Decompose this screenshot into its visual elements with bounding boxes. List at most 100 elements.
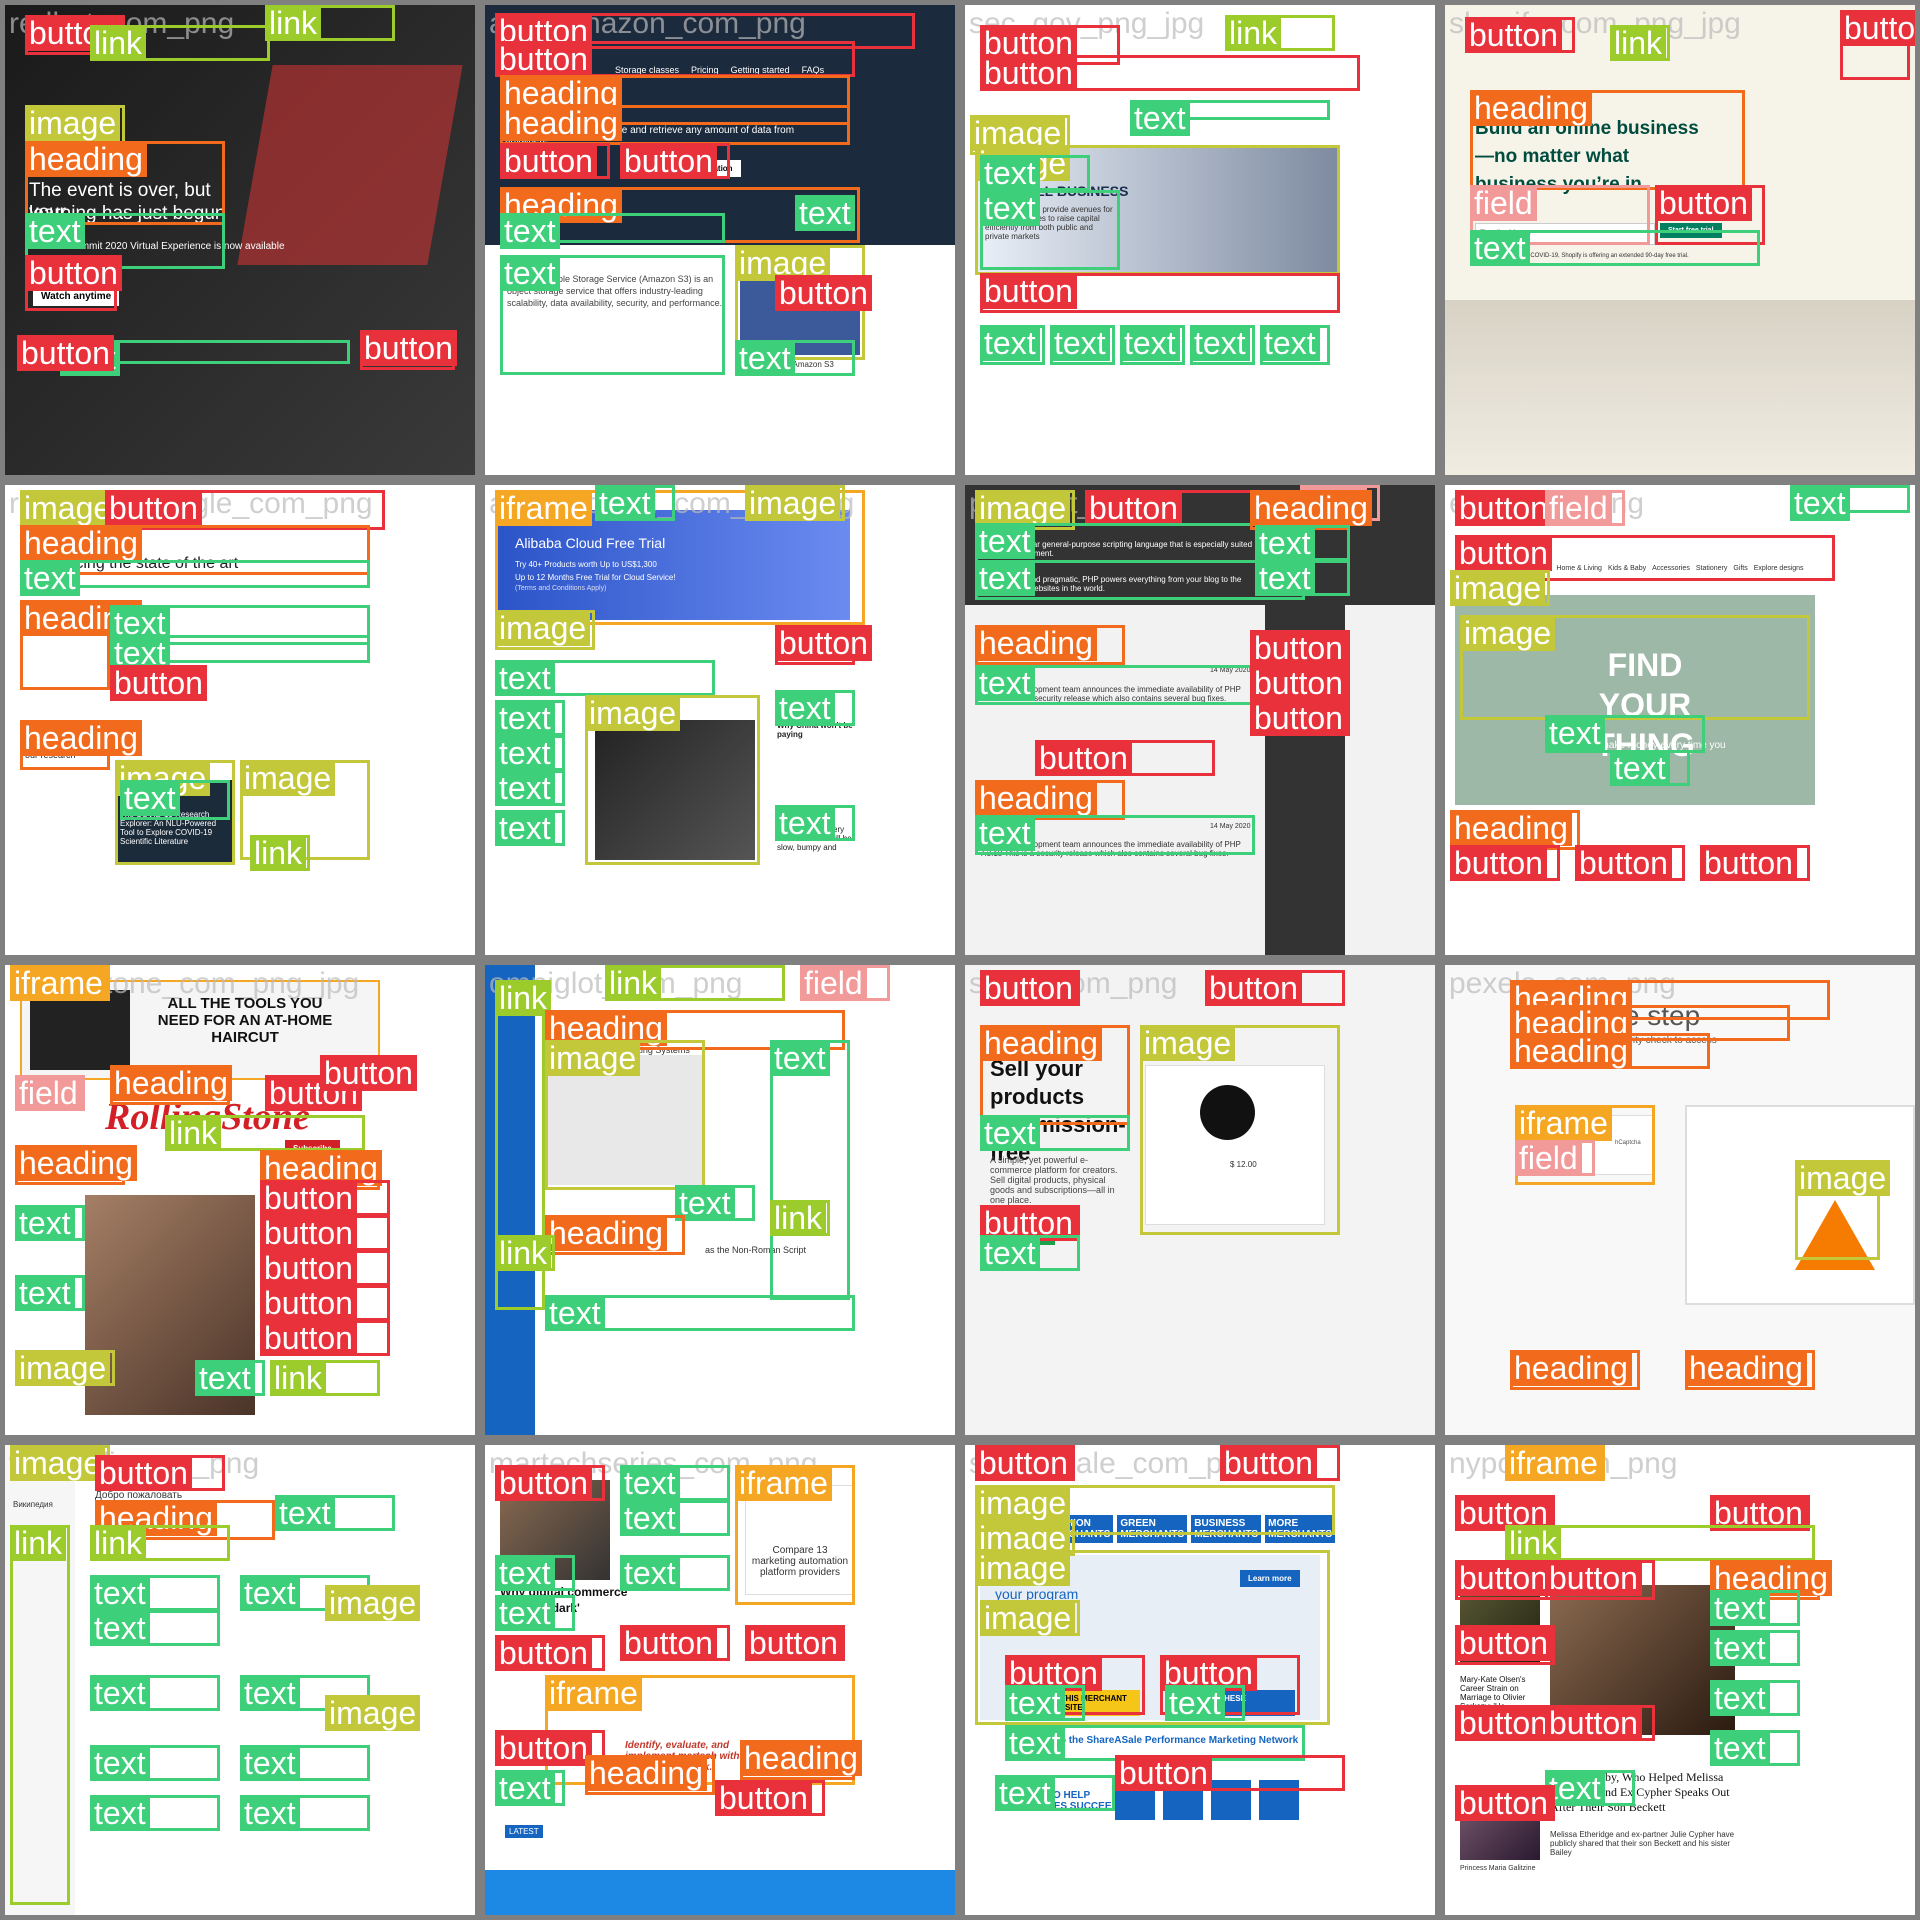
- omniglot-sidebar: [485, 965, 535, 1435]
- box-iframe: iframe: [495, 490, 865, 625]
- nav-item-getting-started[interactable]: Getting started: [730, 65, 790, 75]
- box-text: text: [495, 1770, 565, 1806]
- box-text: text: [90, 1745, 220, 1781]
- nav-item-storage-classes[interactable]: Storage classes: [615, 65, 680, 75]
- tile-shopify: shopify_com_png_jpg Build an online busi…: [1445, 5, 1915, 475]
- scissors-image: [30, 990, 130, 1070]
- tile-martech: martechseries_com_png Why digital commer…: [485, 1445, 955, 1915]
- box-iframe: iframe: [10, 965, 110, 1001]
- chat-icon[interactable]: [1259, 1780, 1299, 1820]
- box-link: link: [605, 965, 785, 1001]
- box-button: button: [1455, 535, 1835, 581]
- box-button: button: [1205, 970, 1345, 1006]
- box-button: button: [1700, 845, 1810, 881]
- announcement-text: Red Hat Summit 2020 Virtual Experience i…: [29, 241, 285, 252]
- news-1-date: 14 May 2020: [1210, 667, 1251, 674]
- box-text: text: [495, 660, 715, 696]
- box-text: text: [775, 690, 855, 726]
- box-button: button: [1575, 845, 1685, 881]
- box-text: text: [620, 1555, 730, 1591]
- box-text: text: [980, 190, 1120, 270]
- box-button: button: [1465, 17, 1575, 53]
- box-link: link: [270, 1360, 380, 1396]
- story-3-dek: Melissa Etheridge and ex-partner Julie C…: [1550, 1830, 1735, 1857]
- box-text: text: [1050, 325, 1115, 365]
- box-link: link: [90, 1525, 230, 1561]
- box-link: link: [90, 25, 270, 61]
- box-button: button: [495, 1730, 605, 1766]
- tile-redhat: redhat_com_png The event is over, but yo…: [5, 5, 475, 475]
- box-heading: heading: [980, 1025, 1130, 1125]
- wiki-logo-text: Википедия: [13, 1500, 53, 1509]
- tile-omniglot: omniglot_com_png Writing Systems as the …: [485, 965, 955, 1435]
- cat-kids[interactable]: Kids & Baby: [1607, 565, 1647, 572]
- box-text: text: [90, 1610, 220, 1646]
- cat-home[interactable]: Home & Living: [1556, 565, 1602, 572]
- hcaptcha-label: hCaptcha: [1615, 1140, 1641, 1146]
- box-text: text: [240, 1575, 370, 1611]
- box-image: image: [975, 1485, 1335, 1535]
- box-text: text: [980, 1115, 1130, 1151]
- tile-shareasale: HOME & GARDEN FASHION MERCHANTS GREEN ME…: [965, 1445, 1435, 1915]
- world-map-image: [545, 1055, 705, 1185]
- box-field: field: [800, 965, 890, 1001]
- box-text: text: [770, 1040, 850, 1300]
- box-heading: heading: [545, 1215, 685, 1255]
- martech-ad-box: [745, 1485, 855, 1595]
- box-heading: heading: [110, 1065, 232, 1105]
- box-link: link: [1225, 15, 1335, 51]
- box-button: button: [260, 1215, 390, 1251]
- box-text: text: [1710, 1680, 1800, 1716]
- learn-more-button[interactable]: Learn more: [1240, 1570, 1300, 1587]
- cat-explore[interactable]: Explore designs: [1753, 565, 1804, 572]
- nav-item-pricing[interactable]: Pricing: [691, 65, 719, 75]
- nav-item-faqs[interactable]: FAQs: [801, 65, 825, 75]
- php-intro-2: Fast, flexible and pragmatic, PHP powers…: [980, 575, 1242, 593]
- tile-rollingstone: rollingstone_com_png_jpg ALL THE TOOLS Y…: [5, 965, 475, 1435]
- box-text: text: [1255, 560, 1350, 596]
- box-text: text: [975, 815, 1255, 855]
- box-image: image: [10, 1445, 110, 1481]
- box-text: text: [495, 700, 565, 736]
- box-image: image: [495, 610, 595, 650]
- box-button: button: [1455, 1560, 1555, 1600]
- box-heading: heading: [15, 1145, 137, 1185]
- cat-stationery[interactable]: Stationery: [1695, 565, 1728, 572]
- latest-label: LATEST: [505, 1825, 543, 1838]
- box-link: link: [265, 5, 395, 41]
- shareasale-welcome: Welcome to the ShareASale Performance Ma…: [1010, 1735, 1299, 1746]
- sec-hero-text: SECurities help provide avenues for smal…: [985, 205, 1113, 241]
- phone-icon[interactable]: [1211, 1780, 1251, 1820]
- box-text: text: [545, 1295, 855, 1331]
- box-text: text: [240, 1745, 370, 1781]
- box-link: link: [495, 1235, 555, 1271]
- box-text: text: [20, 560, 370, 596]
- box-heading: heading: [500, 75, 850, 125]
- box-heading: heading: [1510, 1033, 1710, 1069]
- tile-sellfy: sellfy_com_png Log in Sell your products…: [965, 965, 1435, 1435]
- box-button: button: [260, 1250, 390, 1286]
- box-button: button: [495, 1635, 605, 1671]
- box-text: text: [795, 195, 855, 231]
- box-text: text: [735, 340, 855, 376]
- watch-anytime-button[interactable]: Watch anytime: [33, 287, 120, 306]
- box-heading: heading: [1450, 810, 1580, 850]
- cat-accessories[interactable]: Accessories: [1652, 565, 1690, 572]
- box-text: text: [240, 1795, 370, 1831]
- box-text: text: [495, 735, 565, 771]
- box-text: text: [275, 1495, 395, 1531]
- box-button: button: [360, 330, 457, 370]
- news-photo: [595, 720, 755, 860]
- box-text: text: [595, 485, 675, 521]
- box-heading: heading: [1250, 490, 1372, 530]
- cat-gifts[interactable]: Gifts: [1733, 565, 1748, 572]
- box-button: button: [95, 1455, 225, 1491]
- box-button: button: [1455, 1705, 1555, 1741]
- box-button: button: [1455, 1625, 1555, 1665]
- box-image: image: [545, 1040, 705, 1190]
- box-button: button: [745, 1625, 845, 1661]
- box-text: text: [1005, 1725, 1305, 1761]
- tile-research-google: research_google_com_png Advancing the st…: [5, 485, 475, 955]
- box-heading: heading: [20, 720, 142, 770]
